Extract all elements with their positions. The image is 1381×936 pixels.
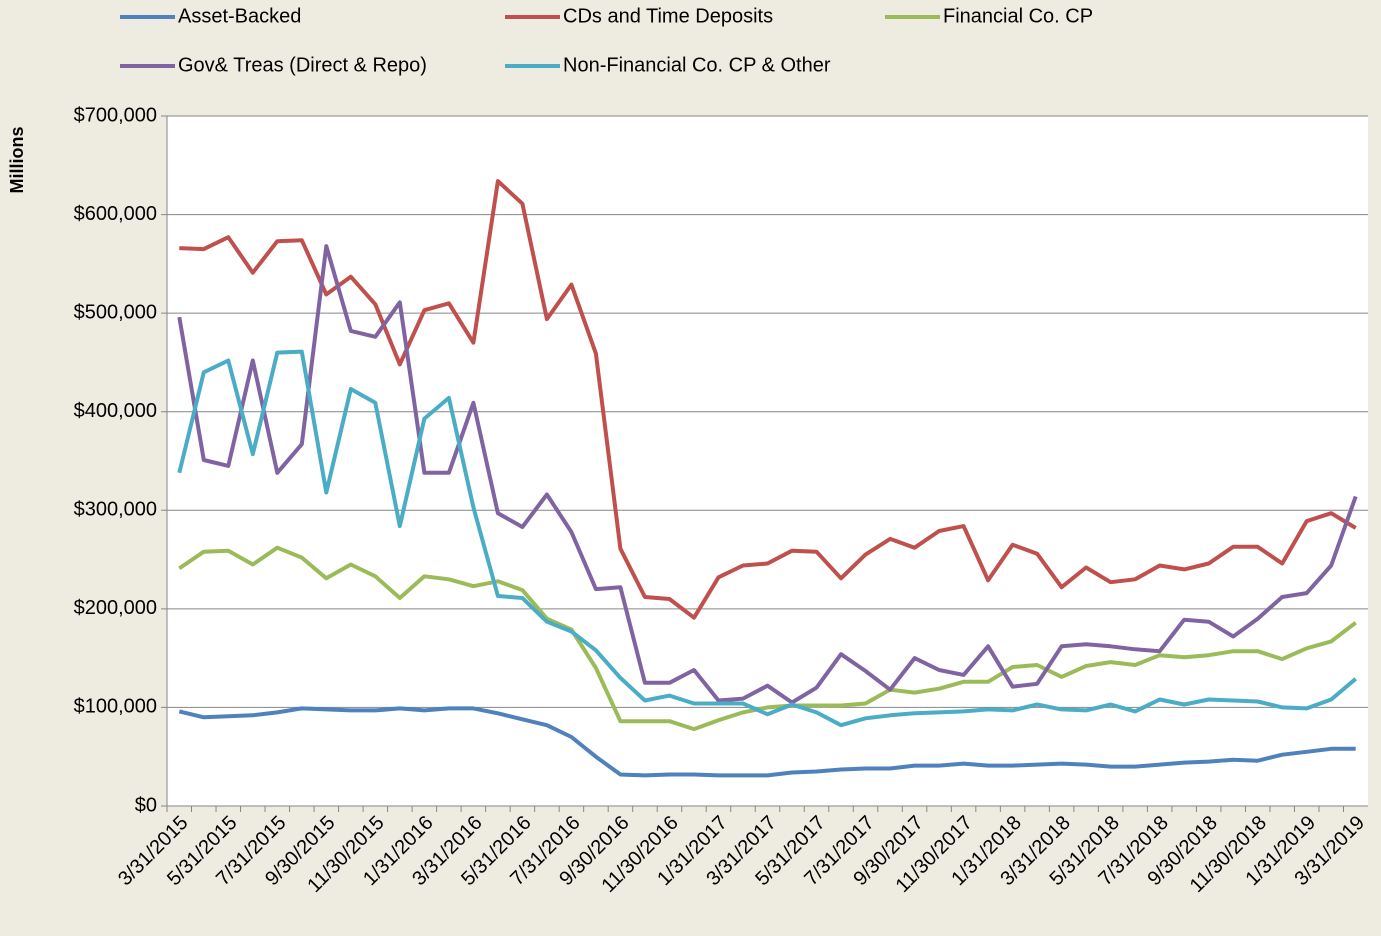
y-tick-label: $500,000 [74, 301, 157, 323]
y-tick-label: $300,000 [74, 499, 157, 521]
legend-label: CDs and Time Deposits [563, 5, 773, 27]
y-tick-label: $200,000 [74, 597, 157, 619]
y-tick-label: $100,000 [74, 696, 157, 718]
y-tick-label: $600,000 [74, 203, 157, 225]
y-tick-label: $700,000 [74, 104, 157, 126]
y-tick-label: $0 [135, 794, 157, 816]
series-line [179, 179, 1357, 620]
series-line [178, 545, 1357, 732]
y-axis-label: Millions [7, 127, 27, 194]
y-tick-label: $400,000 [74, 400, 157, 422]
plot-area [167, 116, 1368, 806]
legend-label: Asset-Backed [178, 5, 301, 27]
series-line [177, 244, 1358, 705]
legend-label: Non-Financial Co. CP & Other [563, 54, 831, 76]
legend-label: Financial Co. CP [943, 5, 1093, 27]
series-line [177, 349, 1357, 728]
legend-label: Gov& Treas (Direct & Repo) [178, 54, 427, 76]
series-line [178, 706, 1356, 778]
